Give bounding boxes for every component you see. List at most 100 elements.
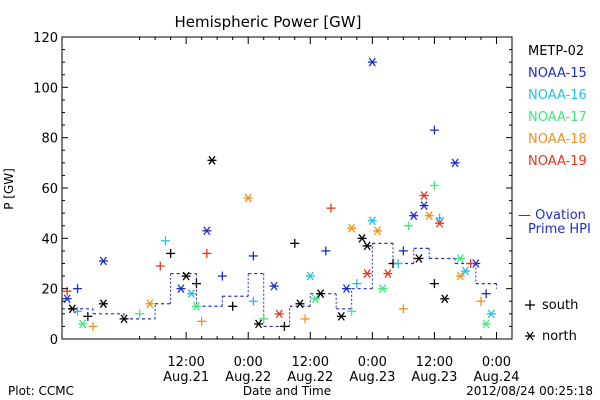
data-point-north xyxy=(305,271,315,281)
star-stroke xyxy=(420,201,428,211)
star-stroke xyxy=(311,294,319,304)
data-point-north xyxy=(409,211,419,221)
star-stroke xyxy=(379,284,387,294)
y-tick-label: 20 xyxy=(41,283,58,298)
star-stroke xyxy=(425,211,433,221)
data-point-north xyxy=(362,269,372,278)
data-point-south xyxy=(393,259,403,268)
y-tick-label: 60 xyxy=(41,182,58,197)
star-stroke xyxy=(456,254,464,263)
star-stroke xyxy=(187,289,195,299)
data-point-north xyxy=(62,294,72,304)
star-stroke xyxy=(68,304,76,314)
star-stroke xyxy=(368,57,376,67)
data-point-south xyxy=(300,314,310,324)
data-point-north xyxy=(145,299,155,309)
hemisphere-key-label: north xyxy=(542,329,577,344)
data-point-north xyxy=(207,155,217,165)
data-point-north xyxy=(316,289,326,299)
x-tick-date-label: Aug.24 xyxy=(473,370,519,385)
plot-axes: 02040608010012012:00Aug.210:00Aug.2212:0… xyxy=(33,31,519,385)
star-stroke xyxy=(63,294,71,304)
data-point-north xyxy=(367,216,377,226)
star-stroke xyxy=(410,211,418,221)
legend-entry: NOAA-17 xyxy=(528,110,587,125)
data-point-north xyxy=(243,193,253,203)
data-point-south xyxy=(73,284,83,294)
star-stroke xyxy=(482,319,490,329)
data-point-north xyxy=(455,254,465,263)
data-point-south xyxy=(248,296,258,306)
key-star-icon xyxy=(526,331,534,341)
star-stroke xyxy=(461,266,469,276)
data-point-south xyxy=(135,309,145,319)
star-stroke xyxy=(436,218,444,228)
plot-credit: Plot: CCMC xyxy=(8,384,74,398)
chart-legend: METP-02 NOAA-15 NOAA-16 NOAA-17 NOAA-18 NOAA-… xyxy=(518,44,591,344)
star-stroke xyxy=(441,294,449,304)
hemisphere-key-label: south xyxy=(542,298,578,313)
data-point-north xyxy=(269,281,279,291)
y-axis-label: P [GW] xyxy=(2,168,16,210)
data-point-south xyxy=(404,221,414,231)
data-point-north xyxy=(481,319,491,329)
star-stroke xyxy=(317,289,325,299)
star-stroke xyxy=(203,226,211,236)
plot-timestamp: 2012/08/24 00:25:18 xyxy=(466,384,593,398)
data-point-north xyxy=(378,284,388,294)
scatter-points xyxy=(62,57,496,331)
star-stroke xyxy=(373,226,382,236)
legend-entry: NOAA-16 xyxy=(528,88,587,103)
data-point-north xyxy=(414,254,424,263)
legend-entry: NOAA-15 xyxy=(528,66,587,81)
star-stroke xyxy=(363,241,371,251)
x-tick-time-label: 12:00 xyxy=(416,355,453,370)
data-point-south xyxy=(326,203,336,213)
x-tick-date-label: Aug.23 xyxy=(411,370,457,385)
y-tick-label: 0 xyxy=(50,333,58,348)
data-point-north xyxy=(419,201,429,211)
star-stroke xyxy=(270,281,278,291)
legend-ovation-label: Prime HPI xyxy=(528,222,591,237)
data-point-south xyxy=(429,279,439,289)
star-stroke xyxy=(456,271,464,281)
data-point-south xyxy=(73,306,83,316)
star-stroke xyxy=(275,309,283,319)
data-point-south xyxy=(217,271,227,281)
y-tick-label: 120 xyxy=(33,31,58,46)
x-tick-date-label: Aug.21 xyxy=(163,370,209,385)
x-tick-time-label: 0:00 xyxy=(482,355,511,370)
star-stroke xyxy=(472,259,480,268)
star-stroke xyxy=(451,158,459,168)
star-stroke xyxy=(342,284,351,294)
data-point-south xyxy=(248,251,258,261)
legend-entry: NOAA-19 xyxy=(528,154,587,169)
star-stroke xyxy=(296,299,304,309)
data-point-north xyxy=(357,233,367,243)
star-stroke xyxy=(208,155,216,165)
data-point-south xyxy=(166,248,176,258)
data-point-south xyxy=(155,261,165,271)
x-tick-time-label: 12:00 xyxy=(292,355,329,370)
star-stroke xyxy=(99,256,107,266)
data-point-north xyxy=(98,299,108,309)
data-point-north xyxy=(119,314,129,324)
star-stroke xyxy=(79,319,87,329)
data-point-north xyxy=(383,269,393,278)
star-stroke xyxy=(306,271,314,281)
star-stroke xyxy=(384,269,392,278)
data-point-north xyxy=(419,191,429,200)
star-stroke xyxy=(415,254,423,263)
data-point-north xyxy=(347,223,357,233)
star-stroke xyxy=(487,309,495,319)
data-point-north xyxy=(202,226,212,236)
data-point-south xyxy=(160,236,170,246)
data-point-south xyxy=(62,286,72,296)
x-tick-date-label: Aug.22 xyxy=(225,370,271,385)
x-tick-date-label: Aug.22 xyxy=(287,370,333,385)
data-point-south xyxy=(352,279,362,289)
star-stroke xyxy=(99,299,107,309)
data-point-south xyxy=(197,316,207,326)
data-point-south xyxy=(290,238,300,248)
data-point-north xyxy=(362,241,372,251)
